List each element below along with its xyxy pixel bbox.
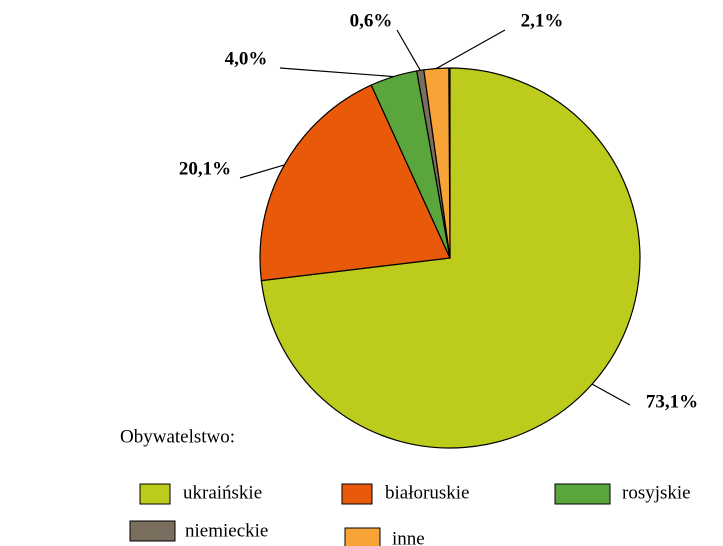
leader-line: [591, 383, 631, 406]
legend-swatch: [341, 483, 373, 505]
leader-line: [396, 29, 421, 71]
legend-label: białoruskie: [385, 482, 469, 503]
pie-slice: [423, 67, 451, 259]
legend-label: rosyjskie: [622, 482, 691, 503]
data-label: 73,1%: [646, 391, 698, 412]
legend-swatch: [554, 483, 611, 505]
leader-line: [435, 29, 506, 70]
data-label: 2,1%: [521, 10, 564, 31]
data-label: 0,6%: [350, 10, 393, 31]
legend-swatch: [139, 483, 171, 505]
legend-swatch: [344, 527, 381, 546]
pie-slice: [260, 67, 641, 449]
legend-label: ukraińskie: [183, 482, 262, 503]
legend-title: Obywatelstwo:: [120, 426, 235, 447]
leader-line: [279, 67, 394, 78]
data-label: 4,0%: [225, 48, 268, 69]
legend-label: niemieckie: [185, 520, 268, 541]
pie-slice: [259, 84, 451, 282]
leader-line: [239, 164, 285, 179]
data-label: 20,1%: [179, 158, 231, 179]
legend-label: inne: [392, 528, 425, 546]
legend-swatch: [129, 520, 176, 542]
